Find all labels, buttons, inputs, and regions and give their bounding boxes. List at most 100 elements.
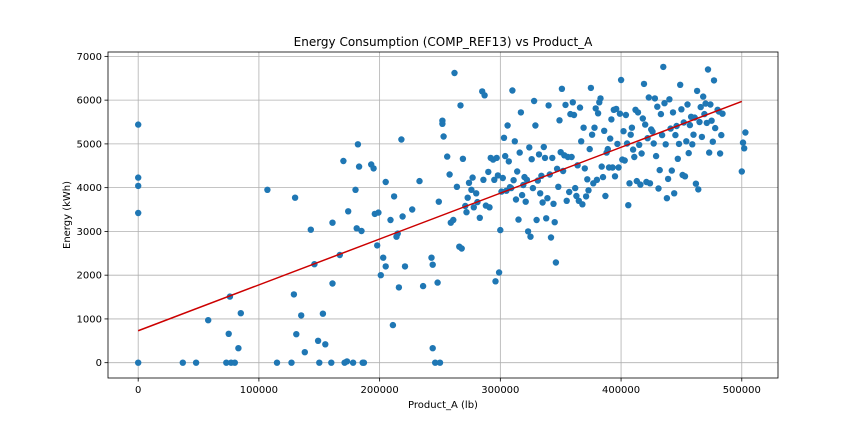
data-point bbox=[530, 97, 538, 105]
data-points bbox=[135, 63, 749, 366]
data-point bbox=[621, 157, 628, 164]
data-point bbox=[436, 359, 444, 366]
data-point bbox=[237, 310, 244, 317]
data-point bbox=[135, 209, 142, 217]
data-point bbox=[629, 146, 637, 153]
data-point bbox=[491, 176, 498, 183]
data-point bbox=[273, 359, 281, 366]
data-point bbox=[592, 105, 599, 112]
data-point bbox=[602, 192, 609, 200]
x-tick-label: 0 bbox=[135, 385, 141, 396]
y-axis-ticks: 0 1000 2000 3000 4000 5000 6000 7000 bbox=[77, 52, 108, 369]
data-point bbox=[135, 174, 142, 181]
data-point bbox=[581, 165, 588, 172]
data-point bbox=[382, 263, 389, 270]
data-point bbox=[314, 337, 322, 344]
data-point bbox=[516, 149, 523, 156]
data-point bbox=[518, 191, 526, 199]
data-point bbox=[614, 140, 621, 148]
x-tick-label: 400000 bbox=[602, 385, 640, 396]
data-point bbox=[584, 176, 591, 183]
data-point bbox=[291, 194, 299, 201]
data-point bbox=[481, 92, 488, 99]
data-point bbox=[739, 139, 747, 146]
data-point bbox=[512, 196, 520, 203]
data-point bbox=[398, 136, 405, 143]
data-point bbox=[343, 358, 351, 365]
data-point bbox=[579, 201, 586, 208]
data-point bbox=[550, 200, 557, 207]
data-point bbox=[523, 176, 531, 183]
data-point bbox=[570, 111, 578, 119]
data-point bbox=[706, 149, 713, 156]
data-point bbox=[551, 219, 558, 226]
data-point bbox=[569, 99, 576, 106]
data-point bbox=[613, 105, 620, 113]
data-point bbox=[264, 186, 271, 193]
data-point bbox=[593, 176, 601, 183]
data-point bbox=[429, 345, 436, 352]
x-tick-label: 100000 bbox=[240, 385, 278, 396]
data-point bbox=[528, 156, 535, 163]
data-point bbox=[485, 168, 492, 176]
data-point bbox=[588, 131, 596, 138]
data-point bbox=[511, 138, 518, 145]
data-point bbox=[580, 124, 587, 131]
data-point bbox=[192, 359, 200, 366]
data-point bbox=[677, 81, 684, 89]
data-point bbox=[695, 186, 702, 193]
data-point bbox=[672, 131, 679, 139]
data-point bbox=[401, 263, 409, 270]
data-point bbox=[716, 150, 724, 157]
data-point bbox=[566, 188, 573, 196]
data-point bbox=[558, 85, 566, 93]
data-point bbox=[390, 193, 398, 200]
data-point bbox=[708, 117, 715, 124]
chart-title: Energy Consumption (COMP_REF13) vs Produ… bbox=[294, 35, 594, 49]
data-point bbox=[355, 163, 363, 170]
data-point bbox=[646, 180, 654, 187]
data-point bbox=[697, 103, 704, 111]
data-point bbox=[547, 234, 555, 241]
data-point bbox=[651, 95, 659, 102]
data-point bbox=[316, 359, 323, 366]
data-point bbox=[668, 167, 675, 174]
data-point bbox=[458, 245, 465, 252]
data-point bbox=[429, 261, 436, 268]
data-point bbox=[637, 181, 644, 188]
data-point bbox=[380, 254, 387, 261]
data-point bbox=[582, 193, 590, 200]
trend-line bbox=[137, 100, 743, 332]
data-point bbox=[135, 121, 142, 128]
data-point bbox=[655, 185, 662, 192]
data-point bbox=[535, 151, 543, 158]
data-point bbox=[537, 190, 544, 197]
data-point bbox=[649, 128, 656, 135]
data-point bbox=[514, 168, 521, 175]
data-point bbox=[450, 216, 457, 224]
data-point bbox=[399, 213, 406, 220]
data-point bbox=[703, 119, 710, 127]
data-point bbox=[451, 69, 458, 77]
data-point bbox=[419, 282, 427, 290]
data-point bbox=[223, 359, 230, 366]
data-point bbox=[568, 153, 575, 161]
data-point bbox=[470, 204, 477, 211]
data-point bbox=[349, 359, 357, 366]
data-point bbox=[609, 164, 616, 171]
data-point bbox=[416, 177, 423, 185]
data-point bbox=[459, 155, 467, 162]
data-point bbox=[492, 278, 499, 285]
data-point bbox=[591, 124, 598, 131]
data-point bbox=[486, 204, 493, 211]
data-point bbox=[586, 145, 593, 153]
data-point bbox=[656, 166, 663, 174]
data-point bbox=[704, 66, 712, 73]
data-point bbox=[622, 111, 630, 119]
data-point bbox=[377, 272, 384, 279]
data-point bbox=[552, 259, 560, 266]
data-point bbox=[628, 124, 636, 131]
data-point bbox=[741, 145, 748, 152]
data-point bbox=[617, 76, 625, 84]
